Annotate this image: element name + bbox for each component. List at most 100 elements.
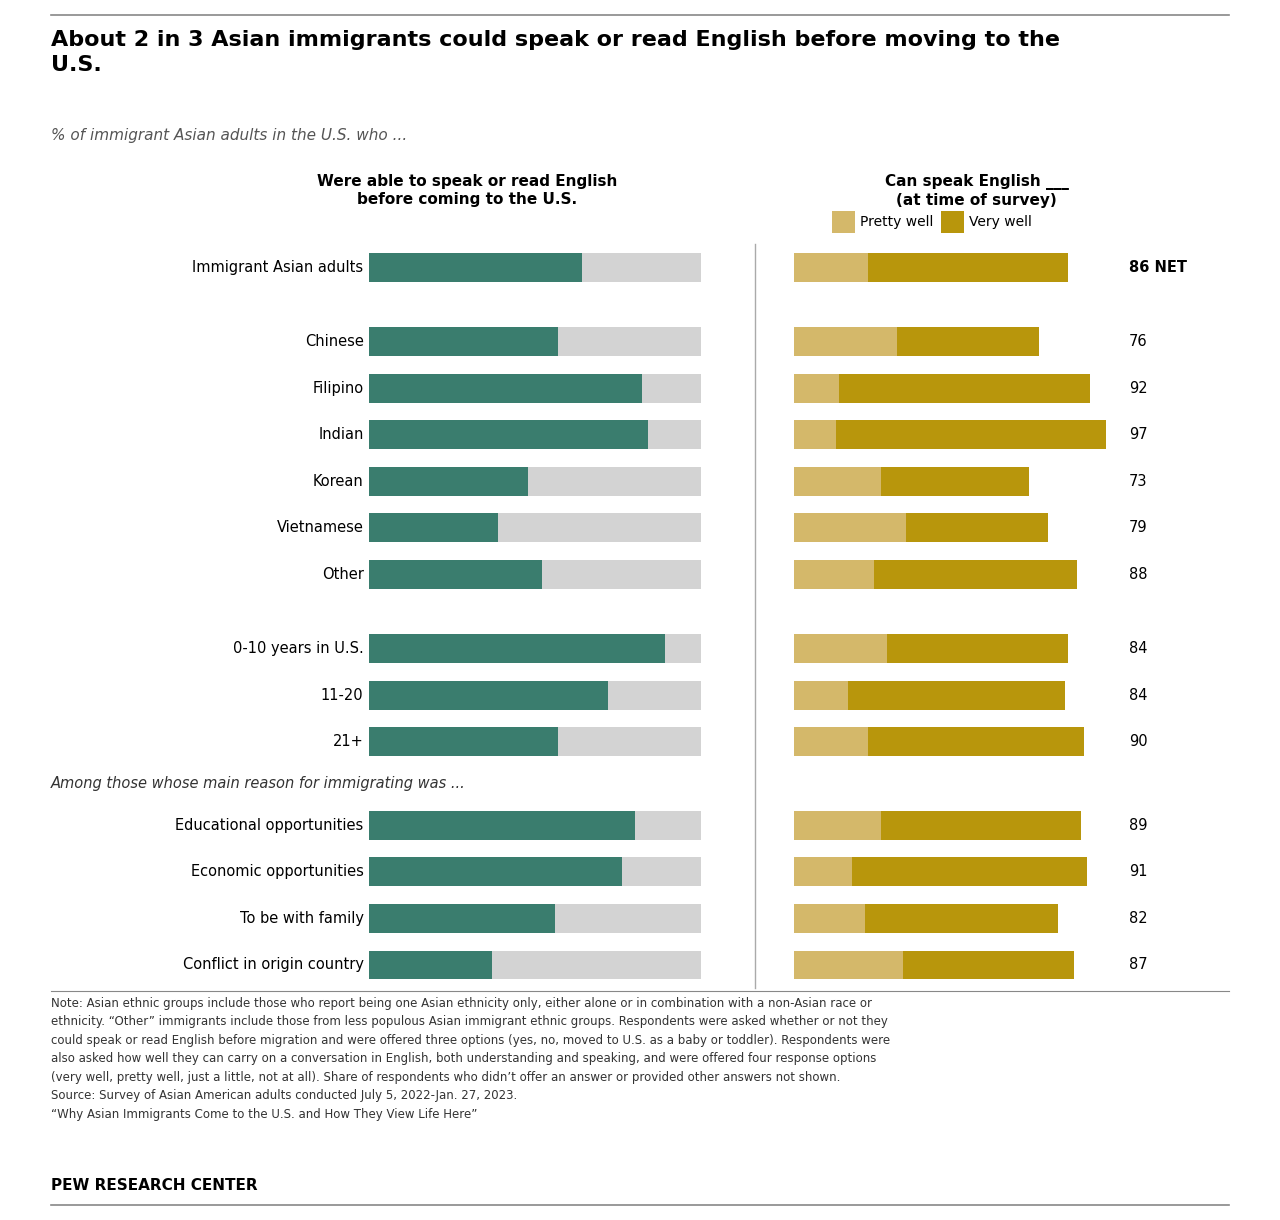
Text: 73: 73 (1129, 473, 1147, 489)
Bar (369, 727, 701, 756)
Bar (794, 253, 868, 282)
Bar (369, 467, 701, 495)
Text: 91: 91 (1129, 865, 1147, 880)
Bar (794, 681, 849, 710)
Text: 86 NET: 86 NET (1129, 260, 1187, 274)
Text: 25: 25 (826, 567, 842, 581)
Bar (794, 904, 864, 933)
Text: Were able to speak or read English
before coming to the U.S.: Were able to speak or read English befor… (317, 174, 617, 207)
Bar (369, 950, 492, 980)
Text: To be with family: To be with family (239, 911, 364, 926)
Text: Educational opportunities: Educational opportunities (175, 817, 364, 833)
Bar (369, 727, 558, 756)
Text: 84: 84 (1129, 688, 1147, 703)
Text: 27: 27 (828, 475, 846, 488)
Bar (369, 904, 556, 933)
Bar (369, 327, 701, 356)
Bar (904, 950, 1074, 980)
Text: 34: 34 (840, 958, 858, 972)
Text: 56: 56 (968, 642, 987, 655)
Bar (369, 634, 701, 664)
Text: 37: 37 (421, 958, 440, 972)
Text: 62: 62 (972, 819, 991, 832)
Bar (369, 373, 641, 403)
Bar (369, 253, 581, 282)
Text: 22: 22 (820, 911, 838, 926)
Bar (369, 253, 701, 282)
Text: 78: 78 (955, 381, 974, 395)
Bar (874, 560, 1078, 589)
Text: 32: 32 (836, 334, 854, 349)
Bar (794, 858, 851, 887)
Bar (868, 727, 1084, 756)
Text: 56: 56 (452, 911, 471, 926)
Bar (369, 858, 622, 887)
Text: Can speak English ___
(at time of survey): Can speak English ___ (at time of survey… (884, 174, 1069, 207)
Bar (794, 811, 881, 839)
Text: Very well: Very well (969, 215, 1032, 229)
Bar (369, 858, 701, 887)
Text: Korean: Korean (312, 473, 364, 489)
Bar (369, 811, 635, 839)
Bar (369, 514, 498, 542)
Text: 84: 84 (961, 428, 980, 442)
Bar (794, 373, 838, 403)
Text: 39: 39 (424, 521, 443, 534)
Bar (369, 467, 529, 495)
Text: 17: 17 (813, 688, 829, 703)
Text: Immigrant Asian adults: Immigrant Asian adults (192, 260, 364, 274)
Text: 44: 44 (968, 521, 987, 534)
Bar (369, 950, 701, 980)
Bar (849, 681, 1065, 710)
Bar (897, 327, 1039, 356)
Text: 90: 90 (1129, 734, 1148, 749)
Text: 44: 44 (957, 334, 978, 349)
Text: 48: 48 (439, 475, 458, 488)
Bar (794, 950, 904, 980)
Text: 72: 72 (479, 688, 498, 703)
Text: 23: 23 (822, 260, 840, 274)
Text: % of immigrant Asian adults in the U.S. who ...: % of immigrant Asian adults in the U.S. … (51, 128, 407, 143)
Bar (369, 560, 541, 589)
Text: 21+: 21+ (333, 734, 364, 749)
Text: 57: 57 (454, 734, 474, 749)
Text: 53: 53 (979, 958, 998, 972)
Bar (369, 420, 648, 449)
Bar (369, 681, 701, 710)
Text: 84: 84 (499, 428, 518, 442)
Bar (369, 514, 701, 542)
Text: 73: 73 (960, 865, 979, 878)
Text: Chinese: Chinese (305, 334, 364, 349)
Text: 63: 63 (966, 567, 986, 581)
Text: 27: 27 (828, 819, 846, 832)
Text: 89: 89 (507, 642, 526, 655)
Text: 14: 14 (808, 381, 826, 395)
Bar (906, 514, 1048, 542)
Text: 76: 76 (1129, 334, 1148, 349)
Text: 60: 60 (952, 911, 972, 926)
Text: 89: 89 (1129, 817, 1147, 833)
Text: 46: 46 (945, 475, 965, 488)
Text: About 2 in 3 Asian immigrants could speak or read English before moving to the
U: About 2 in 3 Asian immigrants could spea… (51, 30, 1060, 76)
Text: Vietnamese: Vietnamese (276, 520, 364, 536)
Text: 57: 57 (454, 334, 474, 349)
Text: 92: 92 (1129, 381, 1148, 395)
Bar (794, 327, 897, 356)
Text: 29: 29 (832, 642, 849, 655)
Bar (941, 211, 964, 233)
Bar (836, 420, 1106, 449)
Bar (838, 373, 1091, 403)
Text: 18: 18 (814, 865, 832, 878)
Bar (369, 373, 701, 403)
Bar (794, 514, 906, 542)
Text: Other: Other (321, 567, 364, 582)
Text: Indian: Indian (319, 427, 364, 442)
Text: Economic opportunities: Economic opportunities (191, 865, 364, 880)
Text: 84: 84 (1129, 642, 1147, 656)
Text: 80: 80 (492, 819, 512, 832)
Bar (369, 420, 701, 449)
Bar (369, 904, 701, 933)
Text: PEW RESEARCH CENTER: PEW RESEARCH CENTER (51, 1179, 257, 1193)
Text: 67: 67 (947, 688, 966, 703)
Bar (369, 811, 701, 839)
